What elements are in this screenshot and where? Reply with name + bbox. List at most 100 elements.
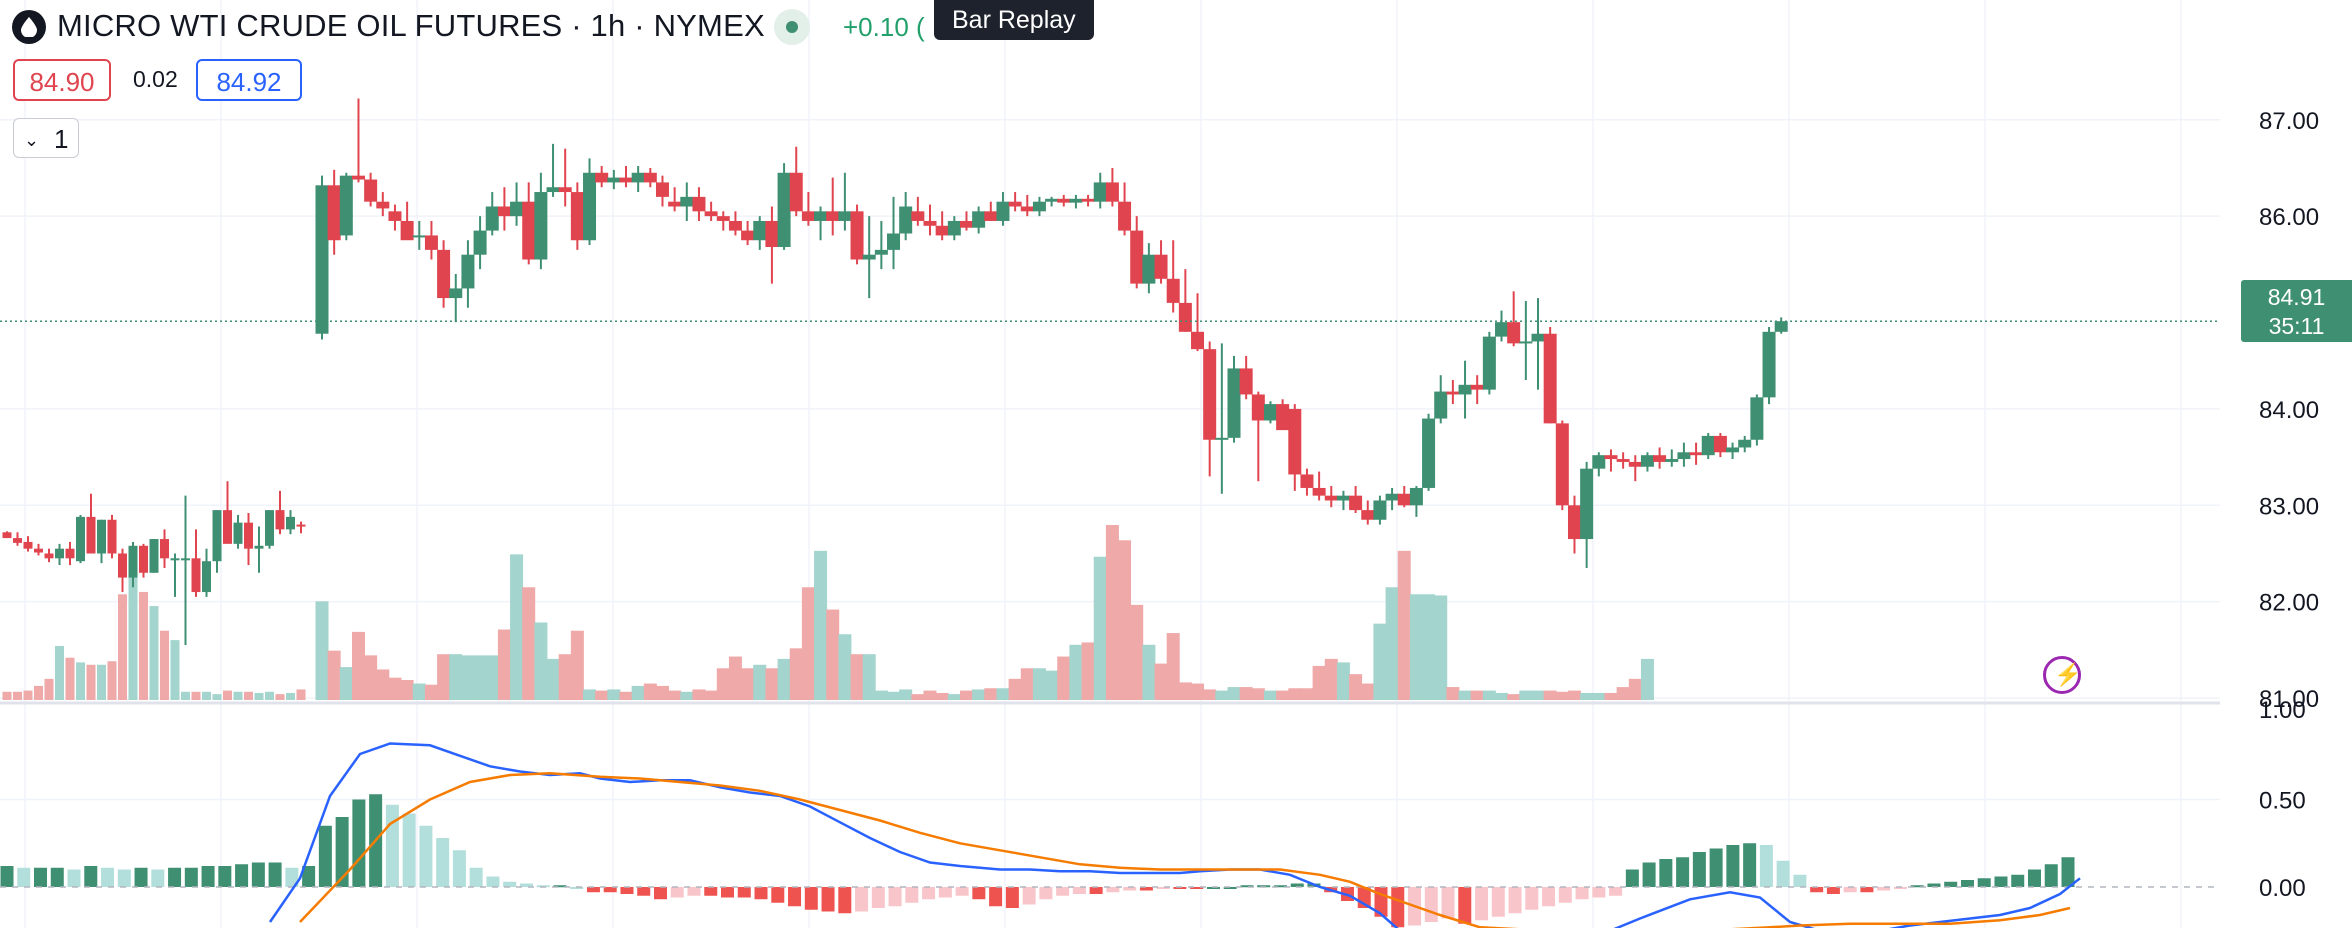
candle-body [275,510,285,530]
candle-body [1312,487,1326,496]
candle-body [339,175,353,236]
candle-body [1665,459,1679,462]
candle [1446,380,1460,405]
candle [76,514,85,564]
histogram-bar [1676,857,1690,887]
candle-body [1032,201,1046,212]
volume-bar [128,574,138,700]
candle [1567,495,1581,554]
histogram-bar [1759,845,1773,887]
volume-bar [1507,694,1521,700]
candle-body [728,220,742,231]
histogram-bar [871,887,885,908]
candle-body [139,545,148,573]
sell-button[interactable]: 84.90 [13,59,111,101]
volume-bar [984,688,998,700]
candle-body [1519,341,1533,344]
volume-bar [339,667,353,700]
candle-body [107,519,117,554]
candle [923,204,937,236]
histogram-bar [1994,876,2008,887]
price-tick-label: 87.00 [2259,108,2319,135]
volume-bar [181,691,190,700]
candle [376,192,390,217]
candle-body [412,235,426,238]
candle [107,514,117,559]
candle [160,529,169,568]
candle-body [741,230,755,241]
candle [1239,355,1253,400]
candle-body [149,539,159,573]
candle [1203,341,1217,477]
macd-tick-label: 0.00 [2259,875,2306,902]
last-price-value: 84.91 [2267,284,2326,310]
candle [1020,194,1034,217]
candle-body [814,211,828,221]
volume-bar [959,690,973,700]
volume-bar [911,694,925,700]
candle-body [170,558,180,561]
histogram-bar [653,887,667,900]
candle [874,220,888,270]
candle [97,519,106,564]
candle [1336,490,1350,511]
candle [558,148,572,207]
candle [522,182,536,265]
volume-bar [286,692,295,700]
histogram-bar [285,867,299,887]
histogram-bar [804,887,818,910]
candle [286,510,295,535]
histogram-bar [335,817,349,887]
candle-body [1239,368,1253,395]
candle [437,240,451,308]
histogram-bar [1944,881,1958,887]
histogram-bar [1206,887,1220,889]
candle [1032,196,1046,217]
volume-bar [1361,683,1375,700]
symbol-title[interactable]: MICRO WTI CRUDE OIL FUTURES · 1h · NYMEX [57,8,765,43]
histogram-bar [888,887,902,907]
candle-body [212,510,222,562]
histogram-bar [1558,887,1572,903]
histogram-bar [1843,887,1857,893]
candle-body [223,510,232,544]
candle [741,220,755,246]
candle-body [76,516,85,562]
candle [996,192,1010,226]
volume-bar [23,690,33,700]
candle [254,526,264,573]
macd-tick-label: 0.50 [2259,788,2306,815]
volume-bar [1580,692,1594,700]
candle [1227,355,1241,443]
candle-body [160,539,169,559]
buy-button[interactable]: 84.92 [196,59,302,101]
candle [191,529,201,597]
candle-body [1373,500,1387,520]
candle-body [1616,459,1630,462]
candle [497,187,511,231]
volume-bar [55,645,64,700]
volume-bar [34,685,43,700]
volume-bar [510,554,524,700]
histogram-bar [721,887,735,898]
quantity-dropdown[interactable]: ⌄ 1 [13,118,79,158]
volume-bar [1434,595,1448,700]
candle [65,541,75,566]
candle-body [1057,198,1071,203]
volume-bar [522,587,536,700]
volume-bar [850,654,864,700]
volume-bar [449,654,463,700]
quantity-value: 1 [54,124,69,154]
candle [212,510,222,573]
price-tick-label: 82.00 [2259,590,2319,617]
candle [1312,471,1326,501]
candle-body [2,532,12,539]
candle [1191,293,1205,352]
candle-body [1130,230,1144,284]
lightning-icon[interactable]: ⚡ [2043,656,2081,694]
volume-bar [160,630,169,700]
volume-bar [619,691,633,700]
price-axis[interactable]: 87.00 86.00 84.00 83.00 82.00 81.001.00 0.50 0.… [2220,0,2352,928]
candle-body [595,172,609,183]
